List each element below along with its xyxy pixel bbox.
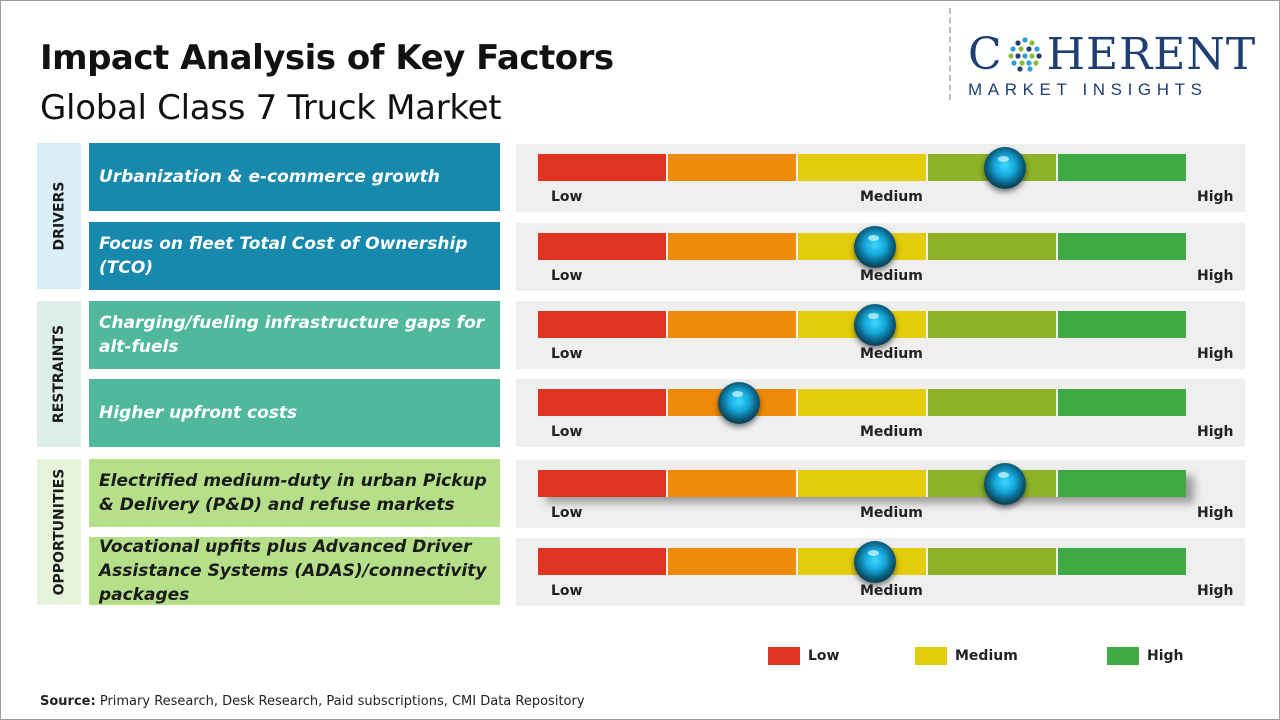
- tick-low-label: Low: [551, 424, 583, 440]
- logo-tagline: MARKET INSIGHTS: [968, 80, 1208, 99]
- scale-segment-5: [1058, 548, 1186, 575]
- legend-item-low: Low: [768, 647, 839, 665]
- category-opportunities-label: OPPORTUNITIES: [51, 468, 68, 596]
- tick-medium-label: Medium: [860, 189, 923, 205]
- factor-label: Electrified medium-duty in urban Pickup …: [89, 459, 500, 527]
- scale-segment-1: [538, 470, 666, 497]
- impact-marker: [853, 303, 896, 346]
- source-note: Source: Primary Research, Desk Research,…: [40, 694, 585, 709]
- legend-label-high: High: [1147, 648, 1184, 664]
- scale-segment-3: [798, 389, 926, 416]
- scale-segment-5: [1058, 154, 1186, 181]
- page-title: Impact Analysis of Key Factors: [40, 38, 614, 78]
- category-drivers-label: DRIVERS: [51, 181, 67, 251]
- logo-dots-icon: [1008, 37, 1042, 72]
- scale-segment-4: [928, 233, 1056, 260]
- impact-scale-bar: [538, 389, 1186, 416]
- scale-segment-2: [668, 154, 796, 181]
- impact-gauge: Low Medium High: [516, 538, 1245, 606]
- company-logo: C HERENT MARKET INSIGHTS: [968, 32, 1263, 102]
- impact-gauge: Low Medium High: [516, 460, 1245, 528]
- scale-segment-3: [798, 470, 926, 497]
- scale-segment-1: [538, 389, 666, 416]
- tick-medium-label: Medium: [860, 505, 923, 521]
- impact-scale-bar: [538, 233, 1186, 260]
- category-restraints: RESTRAINTS: [37, 301, 81, 447]
- scale-segment-3: [798, 154, 926, 181]
- impact-scale-bar: [538, 154, 1186, 181]
- legend-swatch-high: [1107, 647, 1139, 665]
- legend-label-medium: Medium: [955, 648, 1018, 664]
- tick-low-label: Low: [551, 268, 583, 284]
- scale-segment-5: [1058, 311, 1186, 338]
- tick-medium-label: Medium: [860, 424, 923, 440]
- tick-low-label: Low: [551, 346, 583, 362]
- impact-gauge: Low Medium High: [516, 223, 1245, 291]
- page-subtitle: Global Class 7 Truck Market: [40, 88, 502, 128]
- tick-low-label: Low: [551, 583, 583, 599]
- scale-segment-1: [538, 233, 666, 260]
- scale-segment-4: [928, 389, 1056, 416]
- scale-segment-1: [538, 311, 666, 338]
- scale-segment-1: [538, 154, 666, 181]
- category-drivers: DRIVERS: [37, 143, 81, 289]
- impact-scale-bar: [538, 470, 1186, 497]
- tick-low-label: Low: [551, 505, 583, 521]
- scale-segment-5: [1058, 233, 1186, 260]
- scale-segment-2: [668, 233, 796, 260]
- scale-segment-4: [928, 548, 1056, 575]
- impact-scale-bar: [538, 311, 1186, 338]
- factor-label: Focus on fleet Total Cost of Ownership (…: [89, 222, 500, 290]
- source-text: Primary Research, Desk Research, Paid su…: [99, 694, 585, 709]
- tick-medium-label: Medium: [860, 346, 923, 362]
- logo-wordmark: C HERENT: [968, 29, 1257, 80]
- factor-label: Charging/fueling infrastructure gaps for…: [89, 301, 500, 369]
- impact-marker: [717, 381, 760, 424]
- legend-swatch-low: [768, 647, 800, 665]
- scale-segment-2: [668, 470, 796, 497]
- scale-segment-5: [1058, 389, 1186, 416]
- factor-label: Higher upfront costs: [89, 379, 500, 447]
- impact-gauge: Low Medium High: [516, 301, 1245, 369]
- legend-item-high: High: [1107, 647, 1184, 665]
- scale-segment-2: [668, 548, 796, 575]
- logo-divider: [949, 8, 951, 100]
- tick-medium-label: Medium: [860, 583, 923, 599]
- source-label: Source:: [40, 694, 96, 709]
- tick-high-label: High: [1197, 505, 1234, 521]
- tick-low-label: Low: [551, 189, 583, 205]
- legend-swatch-medium: [915, 647, 947, 665]
- scale-segment-4: [928, 311, 1056, 338]
- impact-marker: [853, 225, 896, 268]
- impact-marker: [983, 146, 1026, 189]
- impact-marker: [853, 540, 896, 583]
- tick-high-label: High: [1197, 189, 1234, 205]
- tick-high-label: High: [1197, 268, 1234, 284]
- tick-high-label: High: [1197, 346, 1234, 362]
- factor-label: Urbanization & e-commerce growth: [89, 143, 500, 211]
- factor-label: Vocational upfits plus Advanced Driver A…: [89, 537, 500, 605]
- category-restraints-label: RESTRAINTS: [51, 324, 67, 424]
- legend-label-low: Low: [808, 648, 840, 664]
- scale-segment-5: [1058, 470, 1186, 497]
- legend-item-medium: Medium: [915, 647, 1018, 665]
- tick-medium-label: Medium: [860, 268, 923, 284]
- impact-gauge: Low Medium High: [516, 379, 1245, 447]
- tick-high-label: High: [1197, 583, 1234, 599]
- category-opportunities: OPPORTUNITIES: [37, 459, 81, 605]
- impact-marker: [983, 462, 1026, 505]
- tick-high-label: High: [1197, 424, 1234, 440]
- scale-segment-1: [538, 548, 666, 575]
- impact-gauge: Low Medium High: [516, 144, 1245, 212]
- scale-segment-2: [668, 311, 796, 338]
